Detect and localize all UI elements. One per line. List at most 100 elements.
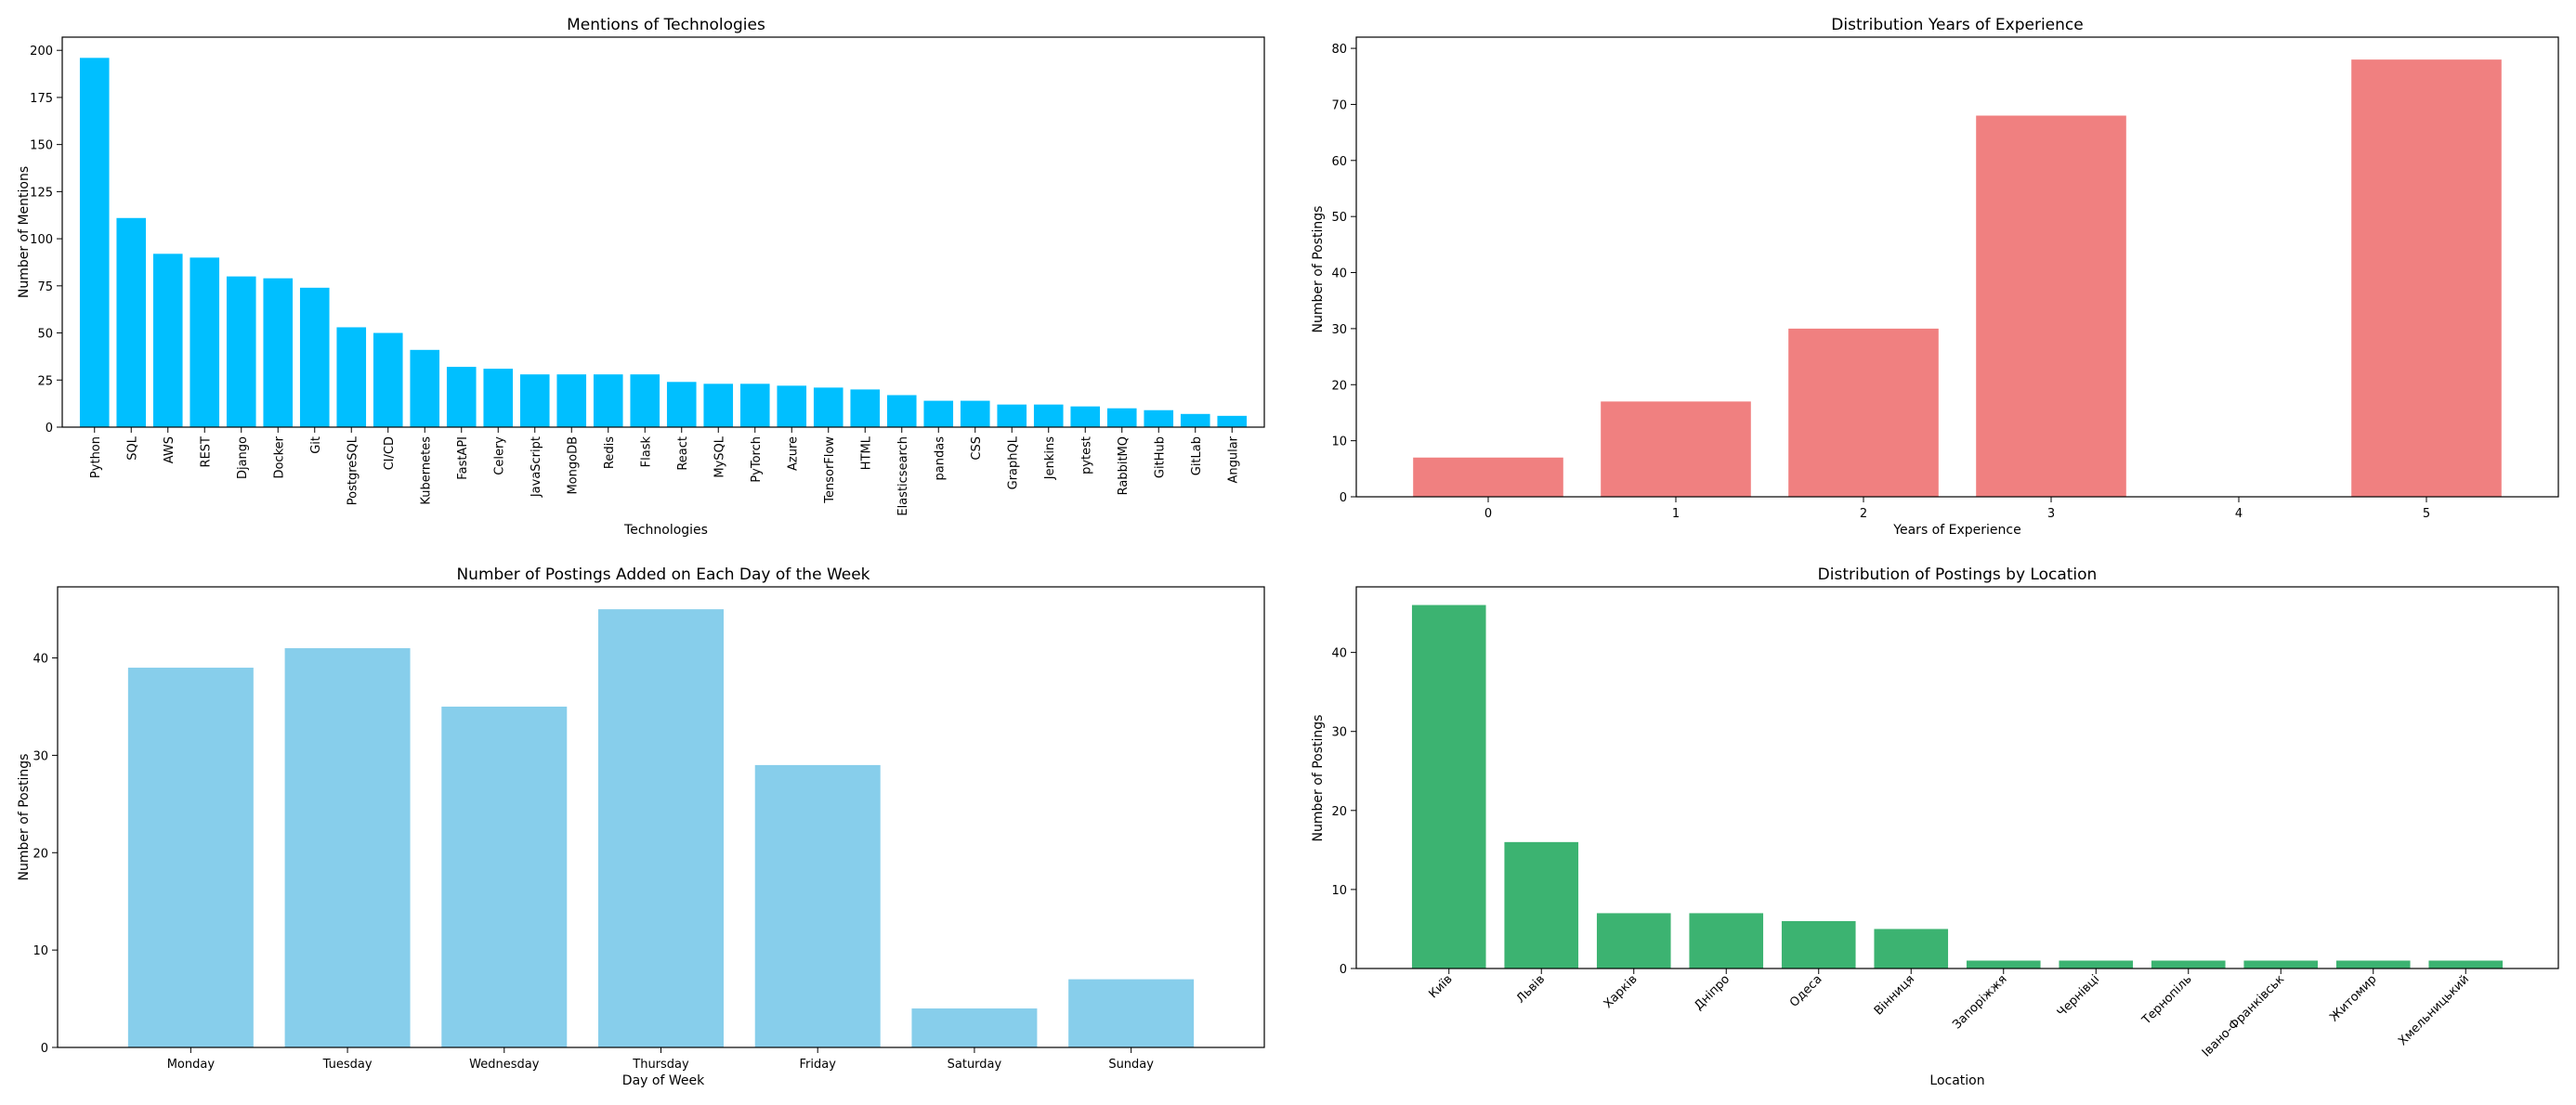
bar-Redis (593, 374, 623, 427)
y-tick-label: 0 (41, 1042, 48, 1056)
bar-group (1413, 59, 2502, 498)
y-tick-label: 10 (33, 944, 48, 958)
x-tick-label: HTML (859, 436, 873, 470)
y-tick-label: 150 (30, 139, 53, 153)
y-tick-label: 40 (33, 653, 48, 667)
x-tick-label: 2 (1860, 507, 1867, 521)
x-tick-label: Одеса (1787, 972, 1825, 1010)
bar-Jenkins (1033, 404, 1064, 427)
x-tick-label: Львів (1514, 972, 1548, 1006)
chart-title: Distribution of Postings by Location (1818, 566, 2098, 584)
y-ticks: 0 25 50 75 100 125 150 175 200 (30, 45, 62, 436)
bar-Angular (1217, 415, 1248, 427)
chart-title: Number of Postings Added on Each Day of … (456, 566, 870, 584)
bar-pytest (1070, 406, 1101, 427)
bar-Git (299, 287, 330, 427)
y-tick-label: 50 (1331, 211, 1347, 225)
x-tick-label: Angular (1226, 436, 1240, 483)
x-tick-label: AWS (163, 436, 177, 463)
x-tick-label: FastAPI (456, 436, 470, 480)
bar-CSS (960, 400, 990, 427)
x-tick-label: 1 (1672, 507, 1680, 521)
x-tick-label: Thursday (632, 1058, 689, 1072)
technologies-chart: Mentions of Technologies Technologies Nu… (17, 16, 1265, 538)
bar-MySQL (703, 384, 734, 427)
plot-frame (1355, 36, 2559, 498)
x-tick-label: GitHub (1153, 436, 1167, 478)
bar-Celery (483, 369, 514, 427)
x-tick-label: Redis (603, 436, 617, 469)
y-tick-label: 10 (1331, 884, 1347, 898)
x-axis-label: Technologies (623, 523, 708, 538)
y-ticks: 0 10 20 30 40 (33, 653, 58, 1056)
bar-Wednesday (441, 706, 568, 1047)
bar-Дніпро (1689, 913, 1764, 968)
bar-Tuesday (284, 648, 411, 1047)
bar-Житомир (2335, 960, 2411, 968)
bar-Saturday (911, 1008, 1038, 1047)
x-tick-label: 3 (2047, 507, 2055, 521)
bar-2 (1788, 328, 1939, 497)
bar-Чернівці (2059, 960, 2134, 968)
x-tick-label: PostgreSQL (346, 436, 360, 505)
y-tick-label: 40 (1331, 647, 1347, 661)
x-tick-label: Івано-Франківськ (2200, 972, 2287, 1060)
x-tick-label: Київ (1426, 972, 1455, 1001)
bar-Харків (1596, 913, 1671, 968)
x-tick-label: Харків (1602, 972, 1641, 1011)
bar-3 (1976, 115, 2126, 497)
x-tick-label: 5 (2423, 507, 2430, 521)
bar-1 (1601, 401, 1751, 497)
bar-React (666, 382, 697, 427)
x-tick-label: Saturday (948, 1058, 1002, 1072)
bar-5 (2351, 59, 2502, 498)
x-tick-label: Tuesday (322, 1058, 373, 1072)
bar-group (127, 609, 1195, 1047)
x-ticks: Python SQL AWS REST Django Docker Git PostgreSQ… (89, 427, 1240, 516)
plot-frame (61, 36, 1265, 428)
x-tick-label: pandas (933, 436, 947, 481)
bar-HTML (850, 389, 881, 427)
y-tick-label: 175 (30, 92, 53, 106)
y-ticks: 0 10 20 30 40 (1331, 647, 1356, 977)
x-axis-label: Years of Experience (1892, 523, 2020, 538)
x-tick-label: Тернопіль (2139, 972, 2195, 1028)
bar-Одеса (1781, 920, 1856, 968)
x-tick-label: Elasticsearch (896, 436, 910, 516)
y-tick-label: 0 (1340, 491, 1347, 505)
x-tick-label: TensorFlow (823, 436, 837, 504)
y-tick-label: 200 (30, 45, 53, 58)
y-axis-label: Number of Postings (1311, 206, 1326, 333)
y-axis-label: Number of Postings (17, 754, 32, 881)
bar-GitLab (1180, 413, 1210, 427)
plot-frame (57, 586, 1265, 1048)
bar-Thursday (598, 609, 724, 1047)
x-tick-label: Django (236, 436, 250, 479)
bar-Львів (1504, 841, 1579, 968)
x-tick-label: Git (309, 436, 323, 454)
bar-PostgreSQL (336, 327, 367, 427)
x-tick-label: Azure (786, 436, 800, 471)
bar-Запоріжжя (1966, 960, 2041, 968)
y-tick-label: 0 (1340, 963, 1347, 977)
x-tick-label: 0 (1484, 507, 1492, 521)
y-tick-label: 100 (30, 233, 53, 247)
x-tick-label: Чернівці (2055, 972, 2102, 1020)
x-tick-label: Вінниця (1872, 972, 1917, 1018)
x-tick-label: CI/CD (383, 436, 397, 470)
x-tick-label: CSS (970, 436, 984, 461)
bar-Flask (630, 374, 660, 427)
x-tick-label: GraphQL (1006, 436, 1020, 489)
bar-0 (1413, 457, 1563, 497)
bar-RabbitMQ (1106, 408, 1137, 427)
x-tick-label: GitLab (1190, 436, 1204, 475)
bar-MongoDB (556, 374, 587, 427)
y-tick-label: 10 (1331, 436, 1347, 449)
x-axis-label: Day of Week (622, 1073, 705, 1088)
x-tick-label: PyTorch (750, 436, 764, 483)
bar-SQL (116, 217, 147, 427)
x-tick-label: MySQL (713, 436, 726, 477)
x-tick-label: Flask (639, 436, 653, 468)
x-tick-label: JavaScript (530, 436, 543, 498)
